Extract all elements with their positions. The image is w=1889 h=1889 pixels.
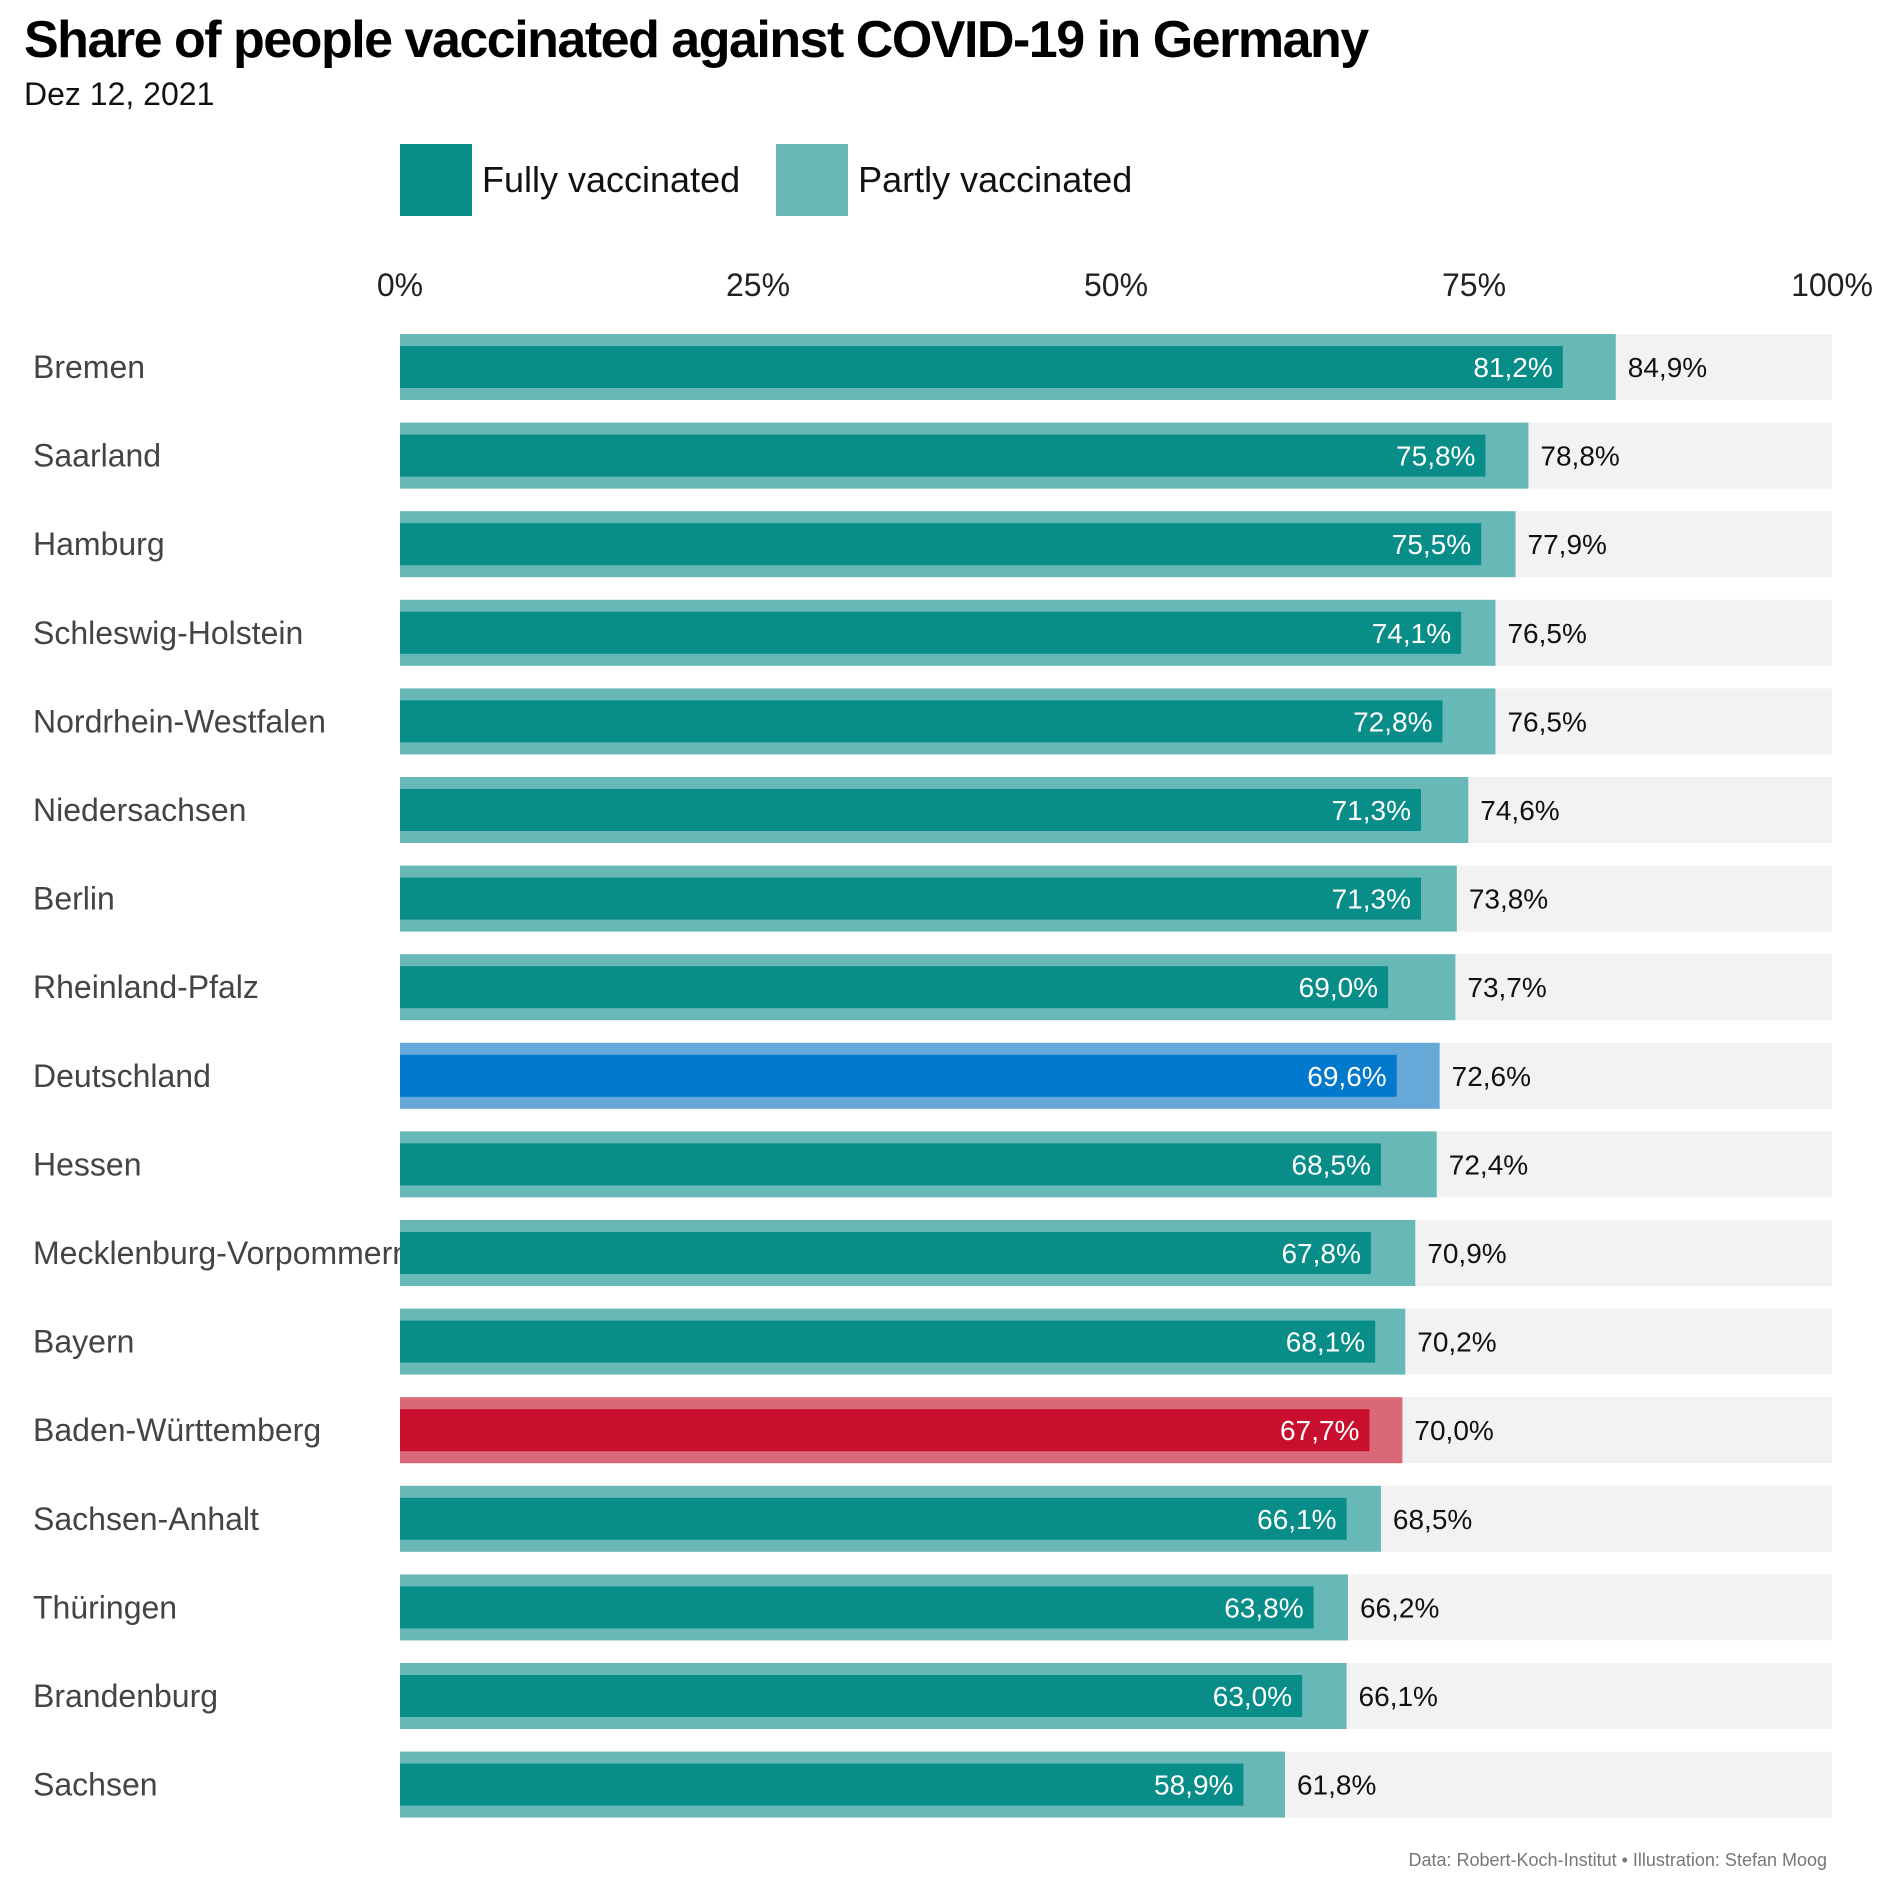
data-label-fully: 68,5% <box>1292 1149 1371 1180</box>
data-label-partly: 66,2% <box>1360 1592 1439 1623</box>
bar-fully <box>400 1586 1314 1629</box>
legend-item-partly: Partly vaccinated <box>776 144 1132 216</box>
bar-fully <box>400 1232 1371 1274</box>
legend-label-fully: Fully vaccinated <box>482 159 741 200</box>
data-label-fully: 75,8% <box>1396 441 1475 472</box>
data-label-partly: 74,6% <box>1480 795 1559 826</box>
chart-title: Share of people vaccinated against COVID… <box>24 11 1369 69</box>
category-label: Bremen <box>33 349 145 385</box>
data-label-fully: 71,3% <box>1332 884 1411 915</box>
x-tick-label: 50% <box>1084 267 1148 303</box>
chart-subtitle: Dez 12, 2021 <box>24 76 215 112</box>
bar-fully <box>400 346 1563 388</box>
data-label-partly: 76,5% <box>1507 706 1586 737</box>
source-credit: Data: Robert-Koch-Institut • Illustratio… <box>1408 1850 1828 1870</box>
category-label: Mecklenburg-Vorpommern <box>33 1235 410 1271</box>
category-label: Niedersachsen <box>33 792 246 828</box>
bar-fully <box>400 877 1422 920</box>
data-label-fully: 75,5% <box>1392 529 1471 560</box>
legend-item-fully: Fully vaccinated <box>400 144 740 216</box>
bar-fully <box>400 1675 1303 1717</box>
category-label: Bayern <box>33 1324 134 1360</box>
data-label-partly: 84,9% <box>1628 352 1707 383</box>
legend-swatch-fully <box>400 144 472 216</box>
data-label-partly: 68,5% <box>1393 1504 1472 1535</box>
category-label: Baden-Württemberg <box>33 1412 321 1448</box>
data-label-fully: 68,1% <box>1286 1327 1365 1358</box>
data-label-fully: 81,2% <box>1473 352 1552 383</box>
category-label: Hessen <box>33 1146 142 1182</box>
bar-fully <box>400 434 1486 477</box>
x-tick-label: 100% <box>1791 267 1873 303</box>
data-label-partly: 70,0% <box>1414 1415 1493 1446</box>
data-label-fully: 69,6% <box>1307 1061 1386 1092</box>
bar-fully <box>400 523 1482 566</box>
category-label: Deutschland <box>33 1058 211 1094</box>
bar-fully <box>400 1409 1370 1452</box>
data-label-partly: 78,8% <box>1540 441 1619 472</box>
category-label: Berlin <box>33 881 115 917</box>
data-label-partly: 77,9% <box>1528 529 1607 560</box>
bar-fully <box>400 1054 1397 1097</box>
legend-label-partly: Partly vaccinated <box>858 159 1133 200</box>
legend-swatch-partly <box>776 144 849 216</box>
x-tick-label: 0% <box>377 267 423 303</box>
category-label: Rheinland-Pfalz <box>33 969 259 1005</box>
data-label-fully: 63,8% <box>1224 1592 1303 1623</box>
data-label-fully: 66,1% <box>1257 1504 1336 1535</box>
bar-fully <box>400 700 1443 743</box>
data-label-partly: 70,9% <box>1427 1238 1506 1269</box>
category-label: Sachsen-Anhalt <box>33 1501 259 1537</box>
data-label-fully: 67,7% <box>1280 1415 1359 1446</box>
category-label: Saarland <box>33 438 161 474</box>
bar-fully <box>400 1143 1381 1186</box>
bar-fully <box>400 611 1462 654</box>
category-label: Brandenburg <box>33 1678 218 1714</box>
x-tick-label: 25% <box>726 267 790 303</box>
data-label-fully: 67,8% <box>1281 1238 1360 1269</box>
data-label-partly: 61,8% <box>1297 1770 1376 1801</box>
x-tick-label: 75% <box>1442 267 1506 303</box>
data-label-partly: 70,2% <box>1417 1327 1496 1358</box>
legend: Fully vaccinated Partly vaccinated <box>400 144 1168 216</box>
category-label: Nordrhein-Westfalen <box>33 703 326 739</box>
data-label-partly: 72,4% <box>1449 1149 1528 1180</box>
data-label-fully: 63,0% <box>1213 1681 1292 1712</box>
bar-fully <box>400 1763 1244 1806</box>
data-label-partly: 73,8% <box>1469 884 1548 915</box>
bar-fully <box>400 1320 1376 1363</box>
data-label-fully: 72,8% <box>1353 706 1432 737</box>
category-label: Sachsen <box>33 1767 158 1803</box>
data-label-partly: 76,5% <box>1507 618 1586 649</box>
category-label: Schleswig-Holstein <box>33 615 303 651</box>
bar-fully <box>400 789 1422 831</box>
data-label-fully: 69,0% <box>1299 972 1378 1003</box>
data-label-fully: 58,9% <box>1154 1770 1233 1801</box>
data-label-partly: 73,7% <box>1467 972 1546 1003</box>
data-label-fully: 74,1% <box>1372 618 1451 649</box>
data-label-partly: 72,6% <box>1452 1061 1531 1092</box>
data-label-fully: 71,3% <box>1332 795 1411 826</box>
bar-fully <box>400 966 1389 1009</box>
category-label: Hamburg <box>33 526 165 562</box>
bar-fully <box>400 1497 1347 1540</box>
data-label-partly: 66,1% <box>1359 1681 1438 1712</box>
category-label: Thüringen <box>33 1589 177 1625</box>
